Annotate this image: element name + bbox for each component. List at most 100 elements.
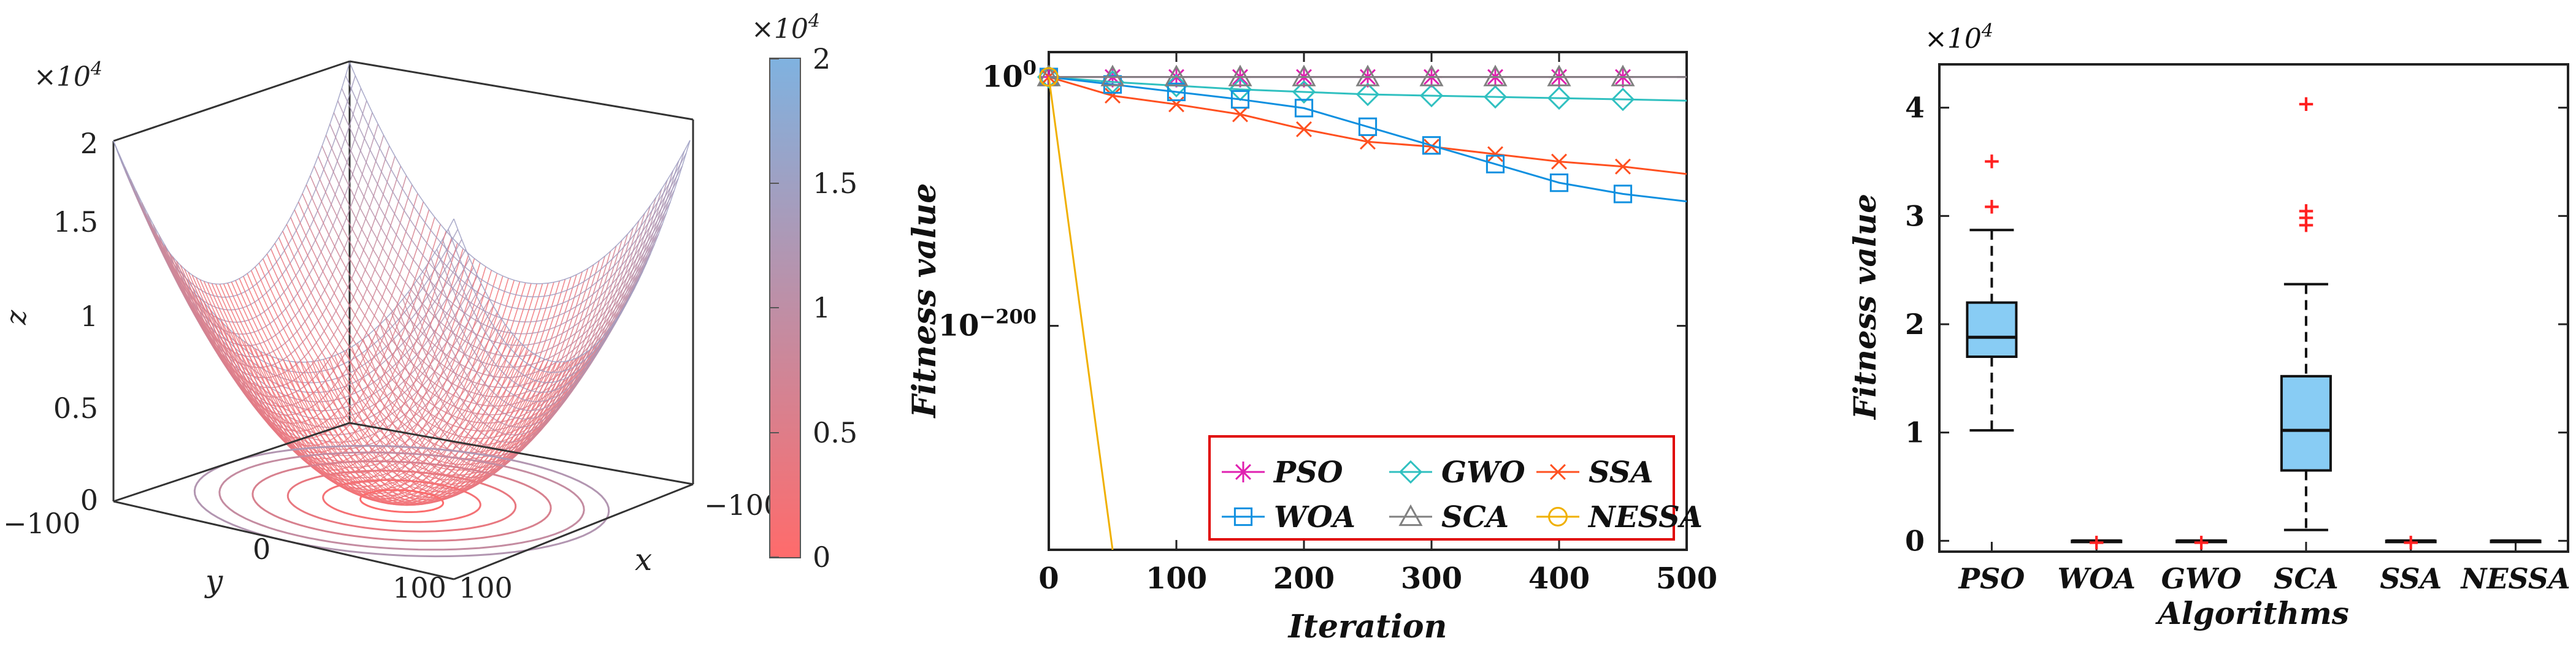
colorbar-ticks: 0 0.5 1 1.5 2 bbox=[770, 42, 857, 574]
surface-mesh bbox=[113, 62, 691, 506]
mesh-line bbox=[317, 156, 659, 378]
surface-box-front bbox=[113, 422, 694, 580]
data-point-sca bbox=[1164, 64, 1189, 86]
marker-stroke bbox=[1615, 158, 1631, 175]
category-label: WOA bbox=[2058, 562, 2136, 595]
data-point-woa bbox=[1294, 99, 1314, 118]
y-tick-label: 4 bbox=[1905, 91, 1925, 124]
outlier-point: + bbox=[2297, 91, 2315, 116]
y-tick-label: 0 bbox=[253, 533, 270, 566]
mesh-line bbox=[425, 188, 662, 411]
convergence-series bbox=[1037, 64, 1687, 550]
series-line-gwo bbox=[1048, 76, 1687, 102]
mesh-line bbox=[337, 100, 679, 323]
colorbar-tick-label: 0 bbox=[813, 541, 830, 574]
contour-ring bbox=[218, 451, 585, 551]
marker-stroke bbox=[1296, 121, 1312, 137]
convergence-legend: PSO GWO SSA WOA SCA NESSA bbox=[1208, 435, 1703, 541]
mesh-line bbox=[204, 224, 441, 447]
legend-marker bbox=[1398, 460, 1423, 484]
legend-item-ssa: SSA bbox=[1536, 455, 1654, 490]
y-tick-label: 3 bbox=[1905, 199, 1925, 232]
data-point-sca bbox=[1228, 64, 1252, 86]
box-body bbox=[1966, 301, 2018, 358]
convergence-x-ticks: 0 100 200 300 400 500 bbox=[1038, 561, 1717, 596]
legend-items: PSO GWO SSA WOA SCA NESSA bbox=[1222, 455, 1703, 534]
data-point-gwo bbox=[1483, 85, 1508, 109]
x-axis: 100 −100 bbox=[459, 489, 781, 604]
marker-stroke bbox=[1487, 146, 1503, 162]
y-tick-label: 2 bbox=[1905, 308, 1925, 341]
outlier-point: + bbox=[2192, 530, 2210, 555]
data-point-sca bbox=[1100, 64, 1125, 86]
category-label: GWO bbox=[2161, 562, 2242, 595]
y-tick-label-10e-200: 10−200 bbox=[938, 305, 1037, 343]
box-gwo: + bbox=[2175, 530, 2228, 555]
data-point-nessa bbox=[1039, 67, 1059, 87]
data-point-sca bbox=[1419, 64, 1444, 86]
mesh-line bbox=[313, 165, 656, 388]
box-nessa bbox=[2490, 539, 2542, 544]
boxplot-y-label: Fitness value bbox=[1847, 194, 1883, 420]
data-point-woa bbox=[1485, 154, 1505, 173]
legend-item-gwo: GWO bbox=[1389, 455, 1525, 490]
outlier-point: + bbox=[2402, 530, 2420, 555]
mesh-line bbox=[153, 145, 390, 368]
mesh-line bbox=[396, 227, 634, 450]
contour-ring bbox=[286, 470, 517, 533]
marker-stroke bbox=[1551, 153, 1567, 170]
legend-label: NESSA bbox=[1587, 500, 1703, 534]
boxplot-y-ticks: 0 1 2 3 4 bbox=[1905, 91, 1925, 558]
marker-stroke bbox=[1360, 134, 1376, 150]
mesh-line bbox=[349, 62, 691, 284]
x-tick-label: 400 bbox=[1528, 561, 1590, 596]
mesh-line bbox=[113, 62, 350, 285]
marker-stroke bbox=[1232, 106, 1248, 123]
series-line-nessa bbox=[1048, 77, 1114, 550]
mesh-line bbox=[431, 180, 668, 403]
series-nessa bbox=[1039, 67, 1114, 550]
x-tick-label: 100 bbox=[1146, 561, 1207, 596]
y-tick-label: 1 bbox=[1905, 416, 1925, 449]
colorbar-tick-label: 2 bbox=[813, 42, 830, 75]
convergence-y-label: Fitness value bbox=[906, 183, 943, 419]
mesh-line bbox=[321, 145, 663, 368]
data-point-gwo bbox=[1355, 82, 1380, 107]
mesh-line bbox=[325, 135, 667, 357]
x-tick-label: 500 bbox=[1656, 561, 1717, 596]
outlier-point: + bbox=[1982, 148, 2001, 173]
colorbar-tick-label: 1 bbox=[813, 291, 830, 324]
outlier-point: + bbox=[2087, 530, 2106, 555]
x-tick-label: 300 bbox=[1401, 561, 1462, 596]
box-ssa: + bbox=[2385, 530, 2437, 555]
y-axis-label: y bbox=[204, 563, 223, 599]
convergence-y-ticks: 100 10−200 bbox=[938, 56, 1037, 343]
mesh-line bbox=[448, 150, 685, 373]
data-point-ssa bbox=[1551, 153, 1567, 170]
legend-marker bbox=[1398, 504, 1423, 527]
z-tick-label: 2 bbox=[80, 127, 98, 160]
series-line-ssa bbox=[1048, 76, 1687, 175]
mesh-line bbox=[132, 189, 474, 411]
data-point-sca bbox=[1355, 64, 1380, 86]
data-point-gwo bbox=[1419, 83, 1444, 108]
legend-marker bbox=[1550, 464, 1566, 480]
data-point-ssa bbox=[1615, 158, 1631, 175]
mesh-line bbox=[413, 205, 651, 428]
outlier-point: + bbox=[2297, 213, 2315, 238]
x-tick-label: 200 bbox=[1273, 561, 1335, 596]
z-axis-label: z bbox=[0, 310, 33, 325]
y-tick-label: 0 bbox=[1905, 524, 1925, 557]
box-woa: + bbox=[2071, 530, 2123, 555]
data-point-woa bbox=[1549, 173, 1569, 192]
legend-box bbox=[1208, 435, 1675, 541]
mesh-line bbox=[402, 220, 640, 443]
mesh-line bbox=[158, 156, 396, 379]
data-point-sca bbox=[1547, 64, 1571, 86]
legend-item-sca: SCA bbox=[1389, 500, 1509, 534]
legend-label: WOA bbox=[1274, 500, 1355, 534]
mesh-line bbox=[345, 75, 687, 298]
marker-stroke bbox=[1424, 139, 1439, 155]
convergence-panel: 100 10−200 0 100 200 300 400 500 Iterati… bbox=[906, 51, 1717, 645]
contour-ring bbox=[322, 479, 481, 523]
